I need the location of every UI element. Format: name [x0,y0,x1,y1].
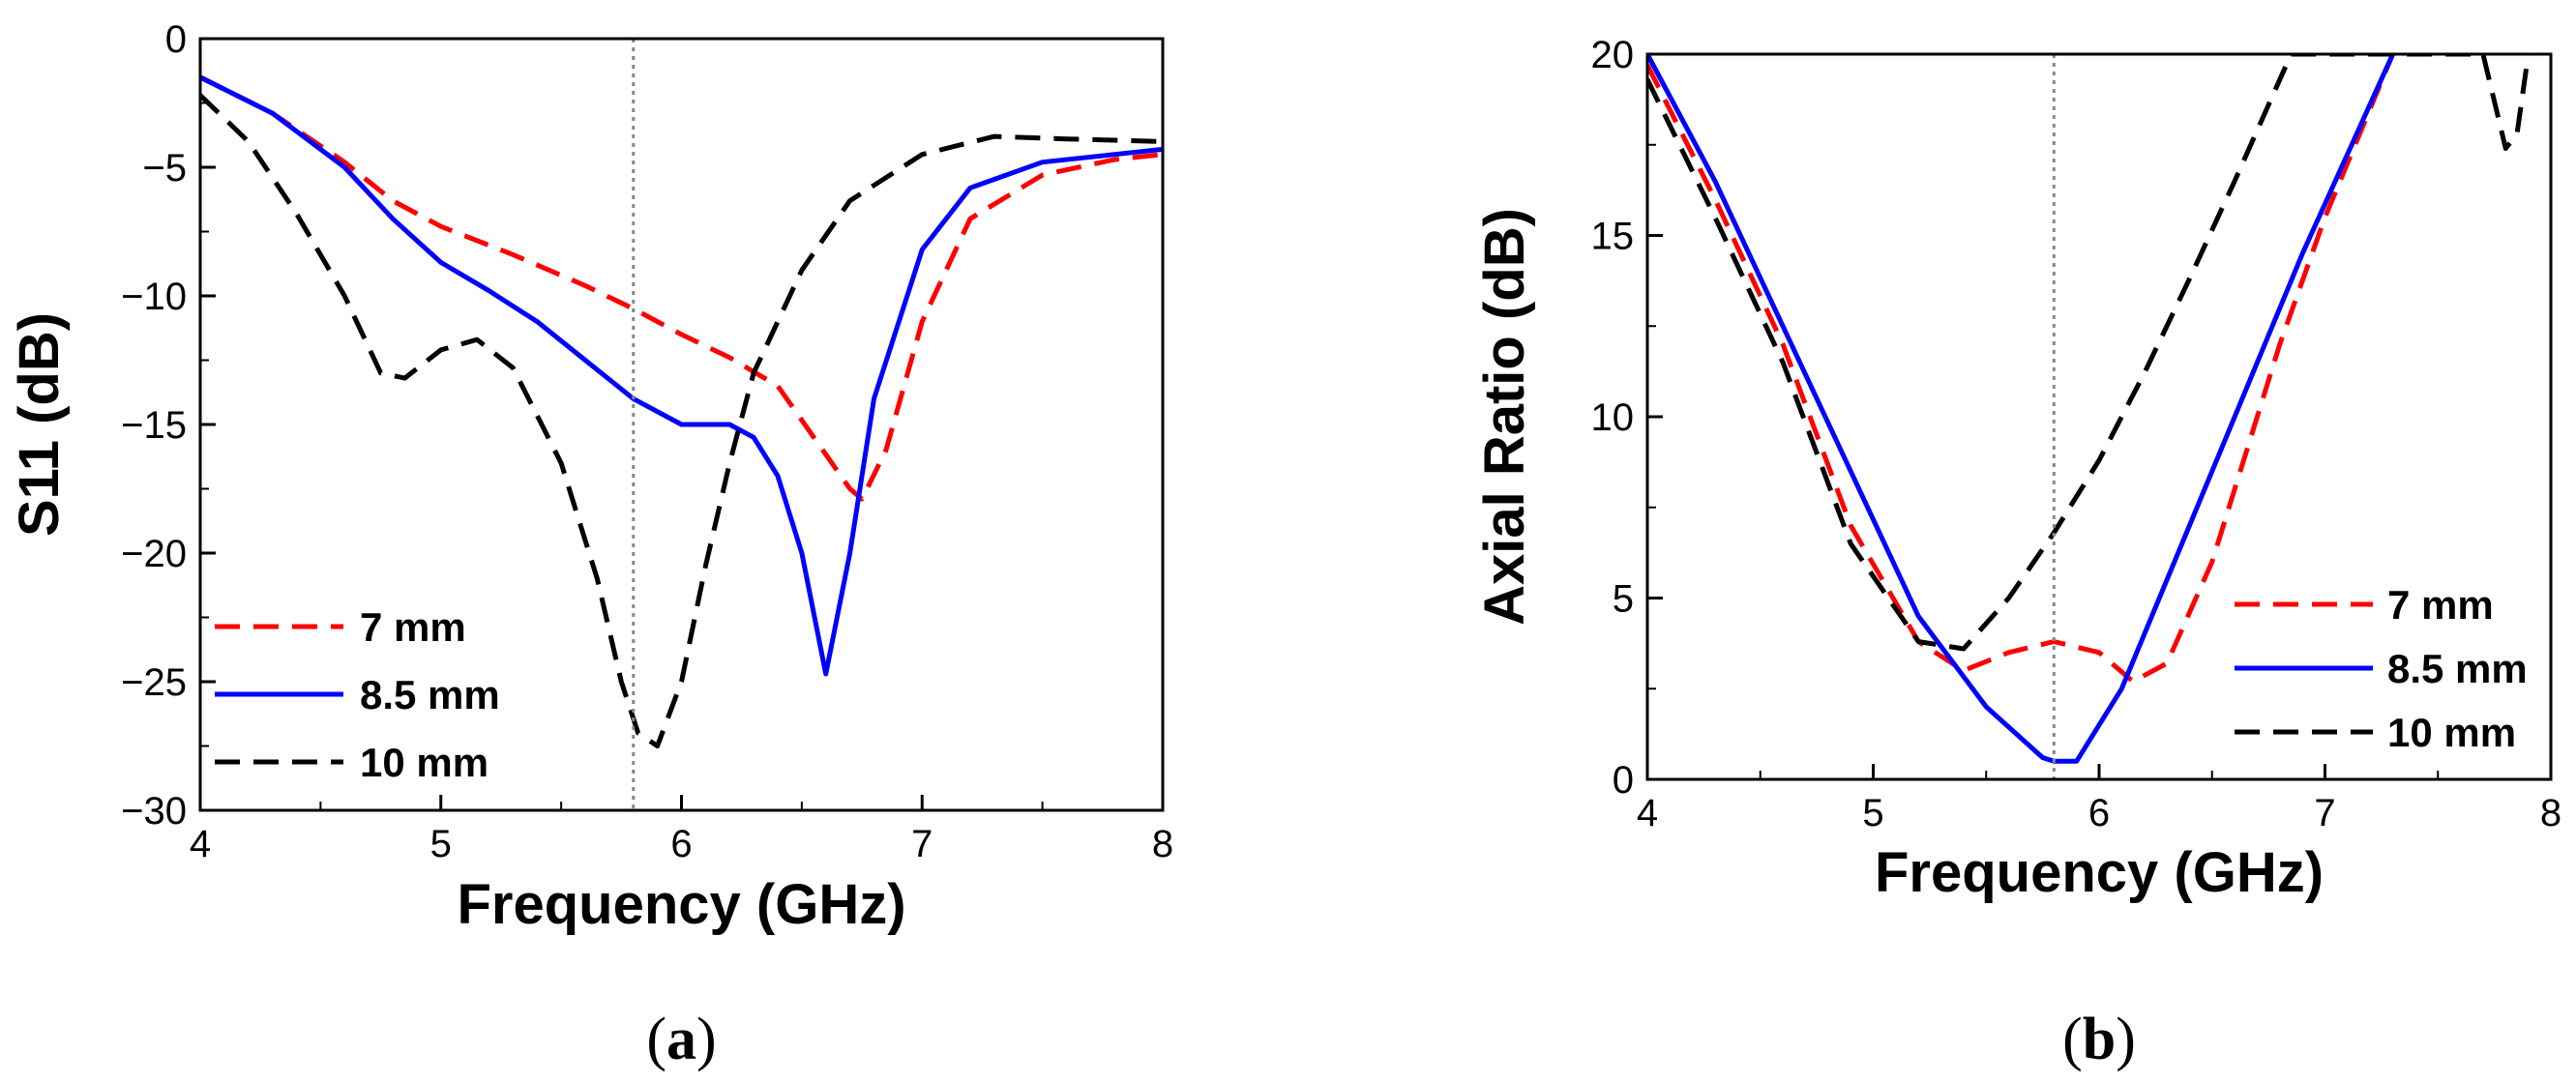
x-tick-label: 8 [2540,792,2561,834]
series-line-8-5-mm [1647,54,2395,764]
y-tick-label: −25 [121,661,187,704]
series-line-7-mm [1647,54,2395,685]
legend-label: 8.5 mm [2387,646,2528,691]
y-tick-label: 15 [1591,216,1635,258]
legend-label: 10 mm [2387,710,2516,755]
legend-label: 7 mm [2387,582,2494,628]
chart-panel-a: 4 5 6 7 8 0 −5 −10 −15 −20 −25 −30 Frequency (GHz) S1… [8,18,1173,1072]
x-tick-label: 6 [670,823,692,865]
series-line-7-mm [200,74,1163,502]
x-axis-title: Frequency (GHz) [1875,841,2324,904]
y-tick-label: −20 [121,533,187,575]
y-tick-label: 20 [1591,34,1635,76]
series-line-10-mm [200,93,1163,748]
legend-label: 10 mm [360,740,489,785]
x-tick-label: 5 [1862,792,1883,834]
x-tick-label: 7 [2314,792,2335,834]
x-tick-label: 5 [430,823,452,865]
panel-label-letter: b [2083,1007,2116,1072]
y-tick-label: 10 [1591,396,1635,439]
x-axis-title: Frequency (GHz) [457,873,905,936]
y-tick-label: 0 [1613,759,1634,802]
y-tick-label: −5 [142,147,187,190]
x-tick-label: 4 [1637,792,1658,834]
y-tick-label: 0 [165,18,187,61]
y-tick-label: 5 [1613,578,1634,621]
y-tick-label: −15 [121,404,187,447]
y-axis-title: S11 (dB) [8,312,71,537]
panel-label: (a) [646,1007,716,1072]
series-line-8-5-mm [200,74,1163,677]
panel-label-letter: a [666,1007,696,1072]
panel-label: (b) [2062,1007,2136,1072]
x-tick-label: 8 [1152,823,1173,865]
legend-label: 7 mm [360,604,466,650]
chart-panel-b: 4 5 6 7 8 0 5 10 15 20 Frequency (GHz) Axial Ratio … [1473,34,2561,1072]
legend-label: 8.5 mm [360,672,500,717]
series-line-10-mm [1647,54,2532,652]
y-axis-title: Axial Ratio (dB) [1473,208,1536,626]
x-tick-label: 6 [2088,792,2110,834]
y-tick-label: −30 [121,790,187,833]
x-tick-label: 7 [911,823,933,865]
x-tick-label: 4 [190,823,211,865]
y-tick-label: −10 [121,276,187,318]
